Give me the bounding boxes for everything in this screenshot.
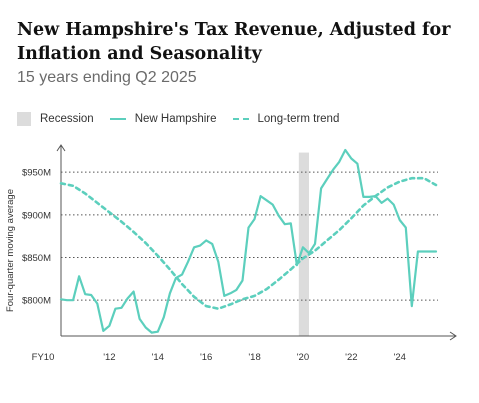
y-axis-arrow bbox=[56, 144, 66, 152]
recession-band bbox=[298, 152, 309, 336]
legend-label-series: New Hampshire bbox=[134, 113, 217, 125]
legend: Recession New Hampshire Long-term trend bbox=[17, 111, 355, 127]
x-tick-label: '16 bbox=[200, 352, 212, 363]
x-tick-label: '24 bbox=[394, 352, 406, 363]
x-tick-label: '14 bbox=[152, 352, 164, 363]
y-tick-label: $850M bbox=[22, 253, 51, 264]
x-tick-label: '18 bbox=[248, 352, 260, 363]
legend-swatch-trend bbox=[232, 118, 249, 120]
trend-line bbox=[59, 176, 438, 311]
legend-swatch-series bbox=[109, 118, 126, 120]
series-line-new-hampshire bbox=[59, 148, 438, 334]
y-tick-label: $800M bbox=[22, 296, 51, 307]
x-tick-label: '20 bbox=[297, 352, 309, 363]
legend-swatch-recession bbox=[17, 112, 31, 126]
chart-title: New Hampshire's Tax Revenue, Adjusted fo… bbox=[17, 20, 451, 64]
legend-label-recession: Recession bbox=[40, 113, 94, 125]
x-tick-label: '22 bbox=[345, 352, 357, 363]
x-tick-label: FY10 bbox=[32, 352, 55, 363]
y-tick-label: $900M bbox=[22, 210, 51, 221]
chart-subtitle: 15 years ending Q2 2025 bbox=[17, 69, 197, 86]
legend-item-trend: Long-term trend bbox=[232, 113, 340, 125]
x-tick-label: '12 bbox=[103, 352, 115, 363]
y-tick-label: $950M bbox=[22, 168, 51, 179]
x-axis-arrow bbox=[449, 331, 457, 341]
legend-label-trend: Long-term trend bbox=[257, 113, 340, 125]
legend-item-recession: Recession bbox=[17, 112, 94, 126]
legend-item-series: New Hampshire bbox=[109, 113, 217, 125]
